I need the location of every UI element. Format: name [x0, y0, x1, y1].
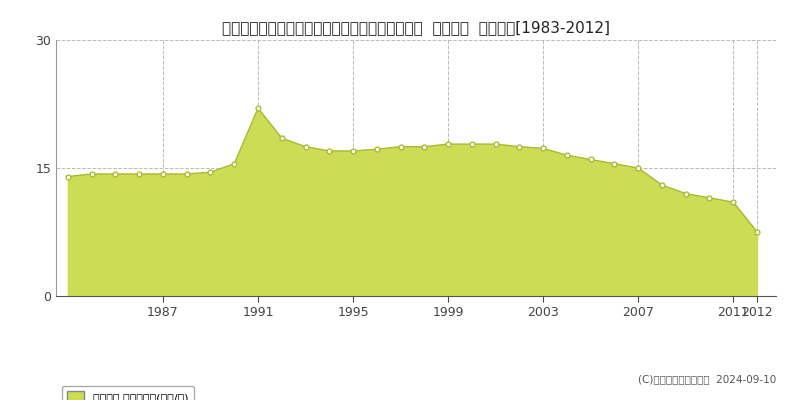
Text: (C)土地価格ドットコム  2024-09-10: (C)土地価格ドットコム 2024-09-10 — [638, 374, 776, 384]
Legend: 地価公示 平均坪単価(万円/坪): 地価公示 平均坪単価(万円/坪) — [62, 386, 194, 400]
Title: 兵庫県神戸市西区押部谷町木幡字堂ノ西３３９番  地価公示  地価推移[1983-2012]: 兵庫県神戸市西区押部谷町木幡字堂ノ西３３９番 地価公示 地価推移[1983-20… — [222, 20, 610, 35]
